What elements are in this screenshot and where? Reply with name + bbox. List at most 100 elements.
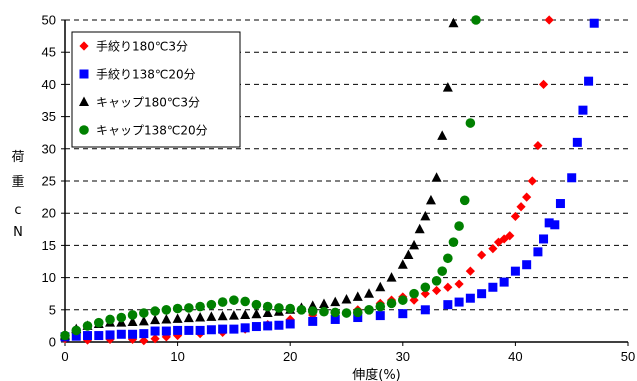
y-tick-label-35: 35 [42, 109, 56, 124]
y-tick-label-40: 40 [42, 77, 56, 92]
y-tick-label-50: 50 [42, 13, 56, 28]
series-1-point-1 [71, 331, 81, 341]
series-3-point-21 [296, 305, 307, 315]
legend-label-1: 手絞り138℃20分 [96, 67, 196, 82]
series-1-point-25 [398, 309, 408, 319]
series-1-point-10 [173, 325, 183, 335]
series-1-point-24 [375, 311, 385, 321]
series-2-point-8 [150, 314, 161, 325]
series-1-point-5 [116, 329, 126, 339]
series-2-point-11 [183, 312, 194, 323]
x-axis-title: 伸度(%) [352, 367, 401, 381]
series-1-point-26 [420, 305, 430, 315]
series-3-point-5 [116, 312, 127, 323]
series-2-point-39 [448, 17, 459, 28]
y-tick-label-15: 15 [42, 238, 56, 253]
series-0-point-26 [488, 244, 498, 254]
series-3-point-0 [60, 330, 70, 341]
x-tick-label-10: 10 [170, 349, 184, 364]
series-3-point-31 [409, 288, 419, 299]
series-1-point-34 [522, 260, 532, 270]
y-axis-title-char-0: 荷 [11, 150, 24, 165]
series-3-point-15 [229, 295, 239, 305]
series-0-point-5 [150, 334, 160, 344]
series-2-point-6 [127, 316, 138, 327]
series-3-point-35 [443, 253, 453, 264]
series-3-point-22 [307, 306, 318, 316]
series-1-point-19 [274, 320, 284, 330]
series-0-point-23 [454, 279, 464, 289]
series-0-point-6 [161, 332, 171, 342]
series-3-point-18 [262, 301, 273, 312]
series-3-point-8 [150, 306, 160, 316]
series-1-point-22 [330, 314, 340, 324]
series-1-point-38 [550, 220, 560, 230]
series-3-point-38 [459, 195, 470, 206]
series-2-point-28 [375, 281, 386, 292]
series-2-point-12 [195, 312, 206, 322]
series-3-point-26 [352, 307, 363, 318]
series-2-point-18 [262, 307, 273, 318]
series-1-point-31 [488, 282, 498, 292]
series-2-point-27 [364, 288, 375, 298]
legend-label-0: 手絞り180℃3分 [96, 39, 188, 54]
series-0-point-36 [544, 15, 554, 25]
series-3-point-3 [93, 317, 104, 328]
series-3-point-34 [437, 266, 448, 276]
series-0-point-32 [522, 192, 532, 202]
series-2-point-30 [397, 259, 408, 269]
series-3-point-36 [448, 237, 459, 247]
x-tick-label-40: 40 [508, 349, 522, 364]
series-1-point-15 [229, 324, 239, 334]
series-2-point-33 [414, 223, 425, 234]
series-3-point-28 [375, 301, 386, 312]
series-3-point-24 [330, 307, 341, 318]
series-2-point-24 [330, 296, 341, 307]
series-3-point-40 [471, 15, 481, 25]
series-1-point-18 [263, 321, 273, 331]
series-1-point-17 [251, 322, 261, 332]
legend-marker-2 [79, 96, 89, 106]
series-2-point-31 [403, 249, 414, 260]
legend-marker-0 [79, 41, 89, 51]
series-1-point-20 [285, 319, 295, 329]
y-tick-label-20: 20 [42, 206, 56, 221]
series-3-point-16 [240, 296, 250, 307]
series-3-point-30 [398, 295, 408, 305]
series-0-point-31 [516, 202, 526, 212]
series-1-point-35 [533, 247, 543, 257]
series-3-point-39 [465, 118, 476, 128]
series-2-point-9 [161, 313, 172, 324]
series-3-point-10 [172, 303, 183, 314]
legend-label-3: キャップ138℃20分 [96, 124, 208, 138]
y-tick-label-0: 0 [49, 335, 56, 350]
y-axis-title-char-3: c [14, 203, 21, 218]
series-2-point-16 [240, 309, 251, 319]
series-3-point-32 [420, 282, 431, 293]
series-3-point-17 [251, 299, 262, 310]
series-3-point-20 [285, 303, 296, 314]
series-0-point-24 [465, 266, 475, 276]
series-3-point-7 [139, 308, 149, 318]
legend-box [71, 31, 241, 148]
y-axis-title-char-1: 重 [11, 174, 24, 190]
series-1-point-11 [184, 325, 194, 335]
series-1-point-4 [105, 330, 115, 340]
x-tick-label-0: 0 [61, 349, 68, 364]
series-2-point-10 [172, 313, 183, 323]
series-1-point-7 [139, 329, 149, 339]
series-2-point-37 [437, 130, 448, 140]
series-0-point-29 [505, 231, 515, 241]
series-1-point-14 [218, 324, 228, 334]
series-0-point-21 [431, 285, 442, 296]
series-0-point-33 [527, 176, 537, 186]
y-tick-label-25: 25 [42, 174, 56, 189]
y-tick-label-45: 45 [42, 45, 56, 60]
series-1-point-8 [150, 326, 160, 336]
series-1-point-30 [477, 289, 487, 299]
series-1-point-2 [83, 331, 93, 341]
series-1-point-13 [206, 325, 216, 335]
series-3-point-9 [161, 305, 172, 315]
series-1-point-16 [240, 323, 250, 333]
